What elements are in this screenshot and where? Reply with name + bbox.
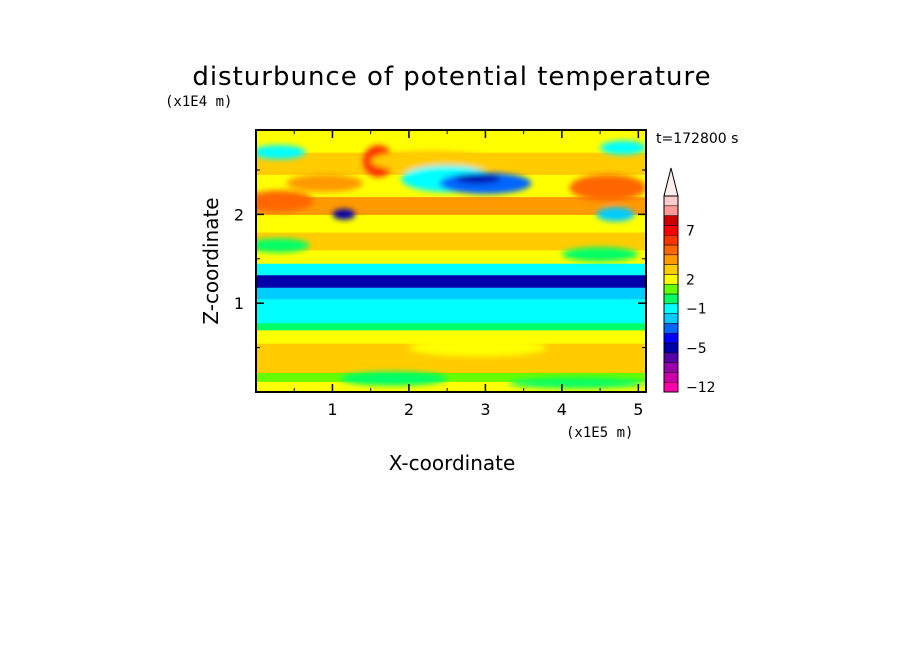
colorbar-segment--10 <box>663 372 679 383</box>
plot-frame <box>255 129 647 393</box>
chart-title: disturbunce of potential temperature <box>192 62 711 92</box>
colorbar-segment-4 <box>663 254 679 265</box>
colorbar-segment--8 <box>663 362 679 373</box>
contour-band-4 <box>256 322 646 331</box>
colorbar-segment--4 <box>663 332 679 344</box>
x-tick-label: 1 <box>327 400 337 419</box>
contour-band-0 <box>256 381 646 392</box>
colorbar-label: 7 <box>686 223 695 239</box>
contour-feature-14 <box>408 338 547 357</box>
colorbar-segment-10 <box>663 195 679 207</box>
x-tick-label: 3 <box>480 400 490 419</box>
colorbar-label: −12 <box>686 380 716 396</box>
x-unit-label: (x1E5 m) <box>566 425 633 441</box>
contour-band-12 <box>256 196 646 215</box>
contour-band-15 <box>256 130 646 153</box>
colorbar-segment--5 <box>663 342 679 354</box>
plot-area <box>256 130 646 392</box>
contour-feature-2 <box>569 174 646 202</box>
y-unit-label: (x1E4 m) <box>165 94 232 110</box>
y-tick-label: 2 <box>234 205 244 224</box>
colorbar-extend-arrow <box>663 167 679 197</box>
colorbar-segment-1 <box>663 283 679 295</box>
x-tick-label: 4 <box>557 400 567 419</box>
x-tick-label: 5 <box>633 400 643 419</box>
contour-bands <box>256 130 646 392</box>
time-label: t=172800 s <box>656 131 738 147</box>
colorbar-segment-0 <box>663 293 679 305</box>
contour-band-1 <box>256 372 646 382</box>
colorbar-segment-5 <box>663 244 679 256</box>
colorbar-label: −1 <box>686 302 707 318</box>
x-axis: 1 2 3 4 5 <box>293 130 643 419</box>
colorbar-segment--12 <box>663 381 679 393</box>
colorbar-segment-8 <box>663 215 679 226</box>
y-axis-title: Z-coordinate <box>199 197 223 324</box>
colorbar-frame <box>663 195 679 393</box>
contour-feature-13 <box>600 140 646 155</box>
colorbar-label: 2 <box>686 272 695 288</box>
contour-feature-0 <box>256 190 314 212</box>
contour-band-6 <box>256 287 646 300</box>
x-axis-title: X-coordinate <box>389 451 516 475</box>
contour-feature-9 <box>596 207 635 222</box>
colorbar-segment--2 <box>663 313 679 324</box>
contour-feature-1 <box>286 174 364 193</box>
contour-band-9 <box>256 249 646 264</box>
colorbar: −12−5−127 <box>663 167 716 396</box>
colorbar-segment-9 <box>663 205 679 216</box>
colorbar-segment--6 <box>663 352 679 363</box>
colorbar-segment-7 <box>663 225 679 236</box>
contour-band-3 <box>256 329 646 344</box>
contour-band-8 <box>256 263 646 276</box>
contour-feature-7 <box>454 174 501 184</box>
contour-feature-10 <box>256 238 310 253</box>
contour-features <box>256 140 646 389</box>
contour-band-7 <box>256 274 646 288</box>
colorbar-segment--3 <box>663 323 679 334</box>
contour-band-10 <box>256 232 646 251</box>
colorbar-segment-2 <box>663 274 679 285</box>
contour-band-11 <box>256 214 646 233</box>
contour-feature-16 <box>508 377 646 389</box>
contour-feature-15 <box>340 371 448 386</box>
y-tick-label: 1 <box>234 294 244 313</box>
contour-feature-11 <box>561 247 639 262</box>
colorbar-segment-3 <box>663 264 679 275</box>
colorbar-segment--1 <box>663 303 679 314</box>
x-tick-label: 2 <box>404 400 414 419</box>
y-axis: 12 <box>234 169 646 349</box>
colorbar-label: −5 <box>686 341 707 357</box>
contour-feature-8 <box>332 209 356 220</box>
contour-feature-12 <box>256 145 306 160</box>
contour-band-5 <box>256 298 646 324</box>
colorbar-segment-6 <box>663 234 679 246</box>
